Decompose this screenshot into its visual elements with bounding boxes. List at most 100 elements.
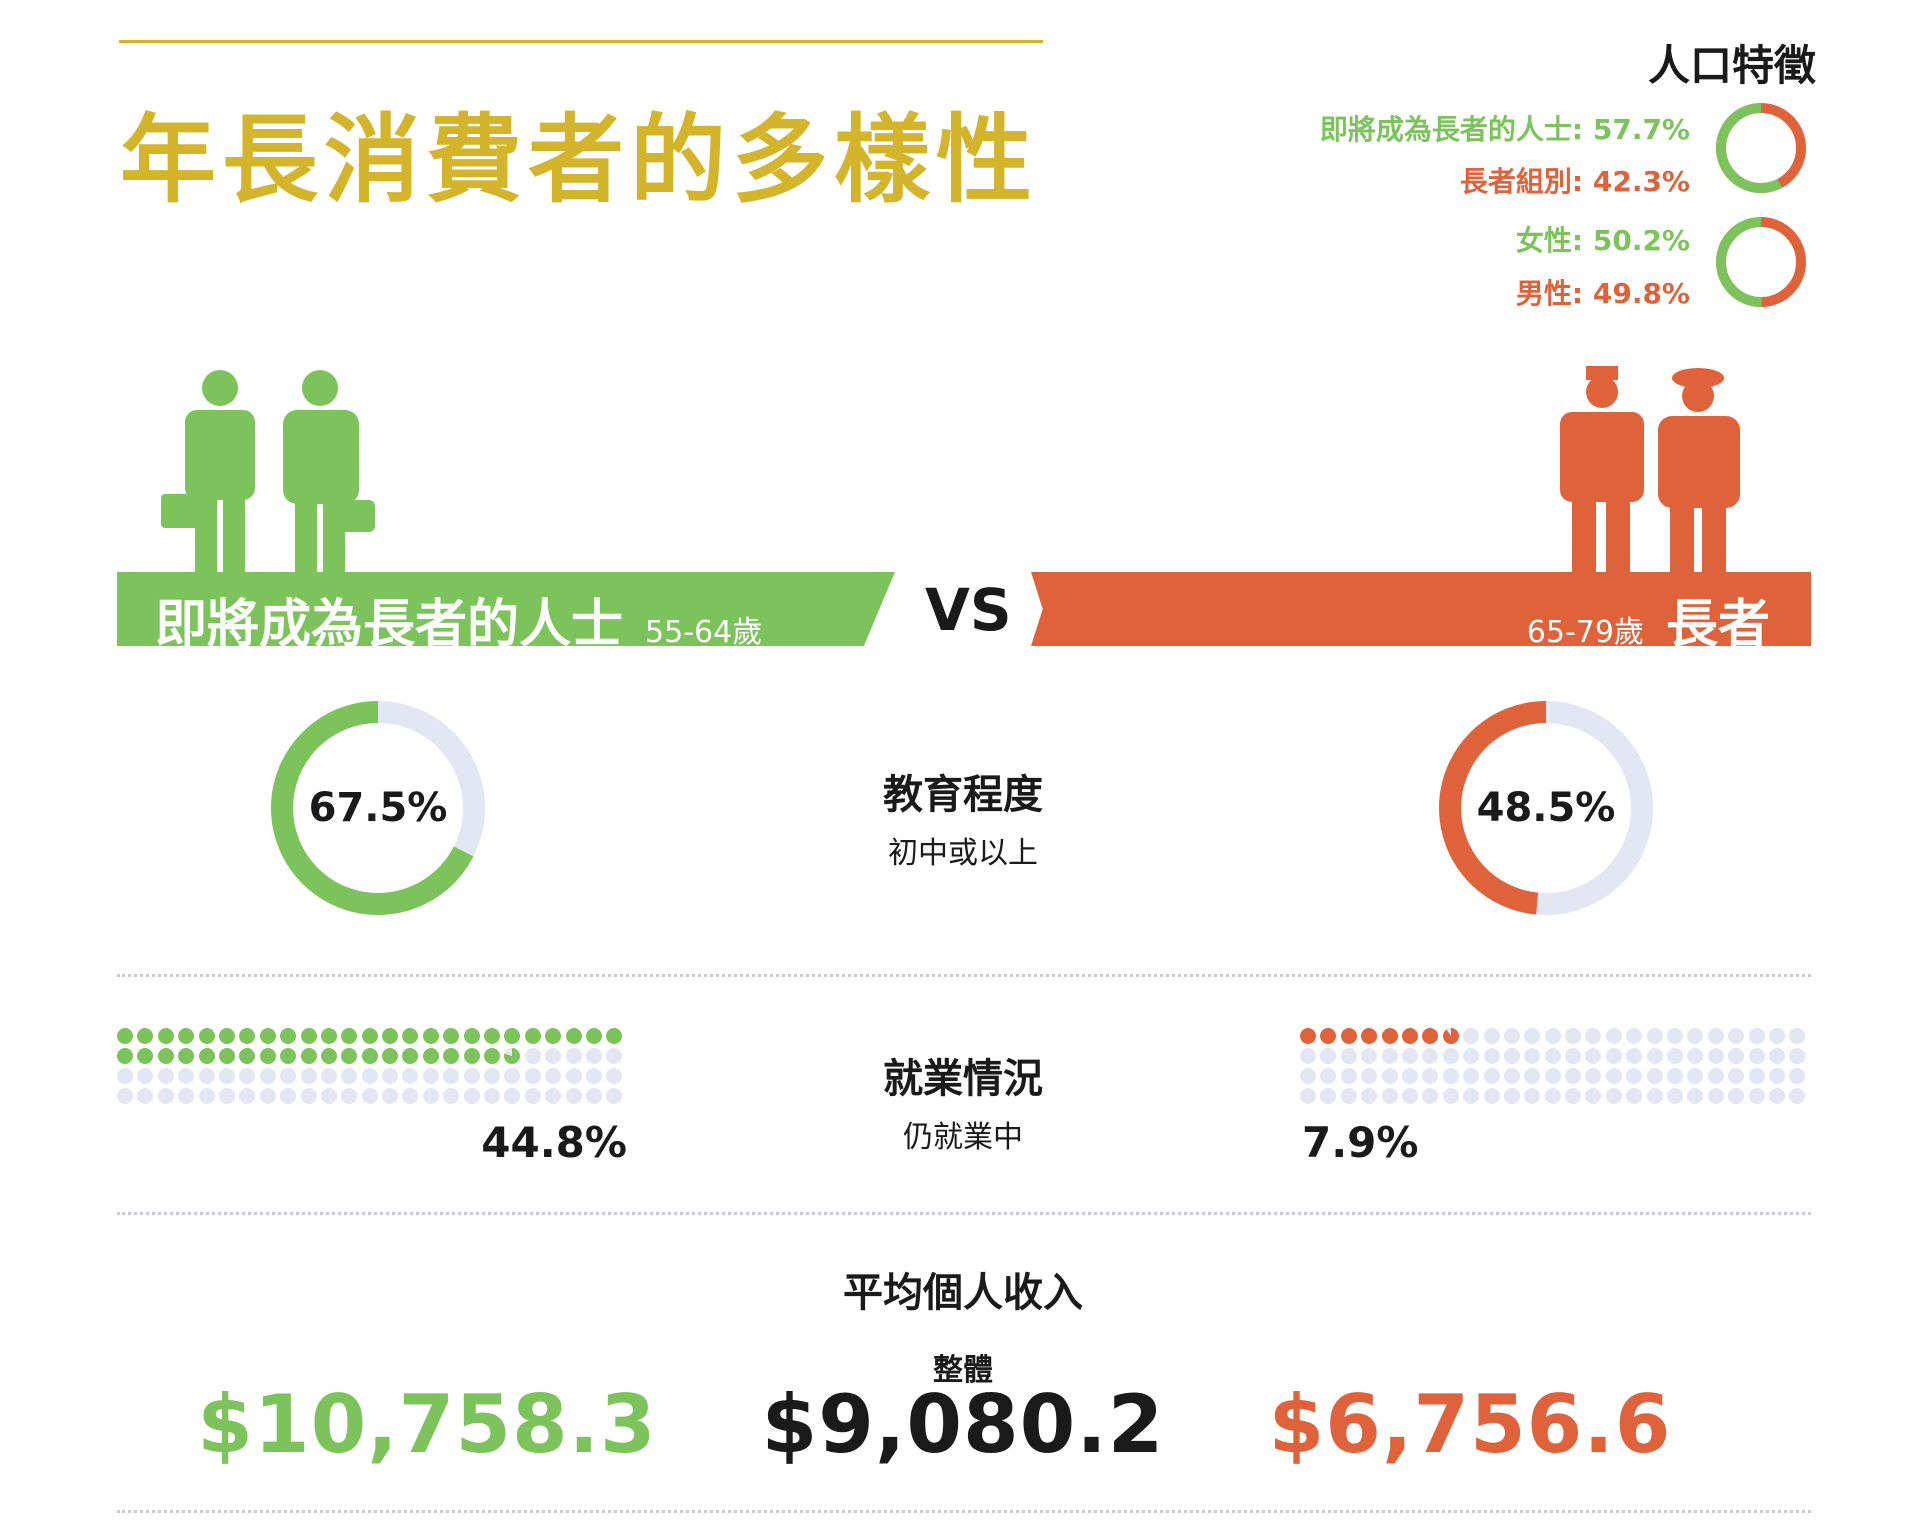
employment-dot [1483, 1028, 1500, 1044]
employment-dot [1667, 1028, 1684, 1044]
employment-dot [504, 1028, 521, 1044]
employment-dot [1401, 1028, 1418, 1044]
employment-dot [157, 1028, 174, 1044]
employment-dot [1565, 1088, 1582, 1104]
employment-dot [1422, 1088, 1439, 1104]
title-rule [119, 40, 1043, 43]
employment-dot [117, 1068, 133, 1084]
employment-dot [565, 1048, 582, 1064]
employment-dot [361, 1088, 378, 1104]
employment-dot [606, 1088, 623, 1104]
education-right-fill [1439, 701, 1653, 915]
income-pre-senior: $10,758.3 [197, 1378, 657, 1471]
employment-dot [117, 1088, 133, 1104]
employment-dot [1503, 1068, 1520, 1084]
employment-dot [259, 1028, 276, 1044]
employment-dot [1687, 1088, 1704, 1104]
age-group-donut [1716, 103, 1806, 193]
divider [117, 974, 1811, 977]
employment-dot [565, 1068, 582, 1084]
education-right-value: 48.5% [1476, 785, 1616, 831]
employment-dot [178, 1088, 195, 1104]
employment-dot [463, 1088, 480, 1104]
page-title: 年長消費者的多樣性 [120, 104, 1038, 216]
employment-dot [606, 1028, 623, 1044]
employment-dot [1748, 1048, 1765, 1064]
employment-dot [1789, 1028, 1806, 1044]
employment-dot [606, 1068, 623, 1084]
employment-dot [1748, 1068, 1765, 1084]
employment-dot [1381, 1088, 1398, 1104]
employment-dot [1381, 1028, 1398, 1044]
employment-dot [1544, 1028, 1561, 1044]
employment-dot [1381, 1048, 1398, 1064]
employment-dot [1483, 1088, 1500, 1104]
employment-dot [1544, 1088, 1561, 1104]
employment-subtitle: 仍就業中 [903, 1120, 1023, 1155]
employment-dot [341, 1068, 358, 1084]
employment-dot [259, 1068, 276, 1084]
employment-dot [198, 1068, 215, 1084]
employment-dot [117, 1028, 133, 1044]
employment-dot [1524, 1088, 1541, 1104]
employment-dot [443, 1028, 460, 1044]
employment-dot [1565, 1068, 1582, 1084]
employment-dot [137, 1048, 154, 1064]
employment-dot [1340, 1048, 1357, 1064]
employment-dot [1646, 1048, 1663, 1064]
employment-dots-right [1300, 1028, 1806, 1104]
employment-dot [1320, 1068, 1337, 1084]
employment-dot [1728, 1088, 1745, 1104]
employment-dot [1687, 1028, 1704, 1044]
education-left-fill [271, 701, 485, 915]
employment-dot [1626, 1088, 1643, 1104]
employment-dot [1361, 1028, 1378, 1044]
employment-dot [1585, 1048, 1602, 1064]
pre-senior-name: 即將成為長者的人士 [155, 595, 624, 655]
employment-dot [1728, 1068, 1745, 1084]
employment-dot [178, 1048, 195, 1064]
employment-dot [1463, 1068, 1480, 1084]
employment-dot [524, 1048, 541, 1064]
income-title: 平均個人收入 [843, 1270, 1083, 1316]
employment-dot [1320, 1048, 1337, 1064]
legend-pre-senior: 即將成為長者的人士: 57.7% [1319, 113, 1690, 146]
employment-dot [1667, 1048, 1684, 1064]
employment-dot [239, 1088, 256, 1104]
employment-dot [1320, 1028, 1337, 1044]
employment-dot [524, 1068, 541, 1084]
employment-dot [1728, 1028, 1745, 1044]
legend-male: 男性: 49.8% [1515, 277, 1690, 310]
gender-donut [1716, 217, 1806, 307]
employment-dot [198, 1048, 215, 1064]
employment-dot [1768, 1088, 1785, 1104]
employment-dot [1646, 1088, 1663, 1104]
employment-dot [361, 1068, 378, 1084]
employment-dot [1503, 1088, 1520, 1104]
senior-band [1031, 572, 1811, 646]
employment-dot [1565, 1048, 1582, 1064]
income-senior: $6,756.6 [1268, 1378, 1672, 1471]
employment-dot [1626, 1048, 1643, 1064]
employment-dot [382, 1088, 399, 1104]
vs-label: VS [925, 576, 1012, 644]
education-heading: 教育程度 初中或以上 [763, 762, 1163, 872]
employment-dot [117, 1048, 133, 1064]
divider [117, 1510, 1811, 1513]
employment-dot [1768, 1048, 1785, 1064]
employment-dot [443, 1068, 460, 1084]
employment-dot [382, 1028, 399, 1044]
employment-dot [320, 1088, 337, 1104]
employment-dot [1707, 1048, 1724, 1064]
employment-dot [1361, 1048, 1378, 1064]
employment-dot [585, 1068, 602, 1084]
employment-dot [1300, 1048, 1316, 1064]
employment-dot [1544, 1048, 1561, 1064]
employment-dot [1300, 1088, 1316, 1104]
employment-dot [300, 1068, 317, 1084]
employment-dot [1605, 1048, 1622, 1064]
employment-dot [1544, 1068, 1561, 1084]
employment-dot [341, 1088, 358, 1104]
employment-dot [320, 1028, 337, 1044]
employment-dot [402, 1068, 419, 1084]
